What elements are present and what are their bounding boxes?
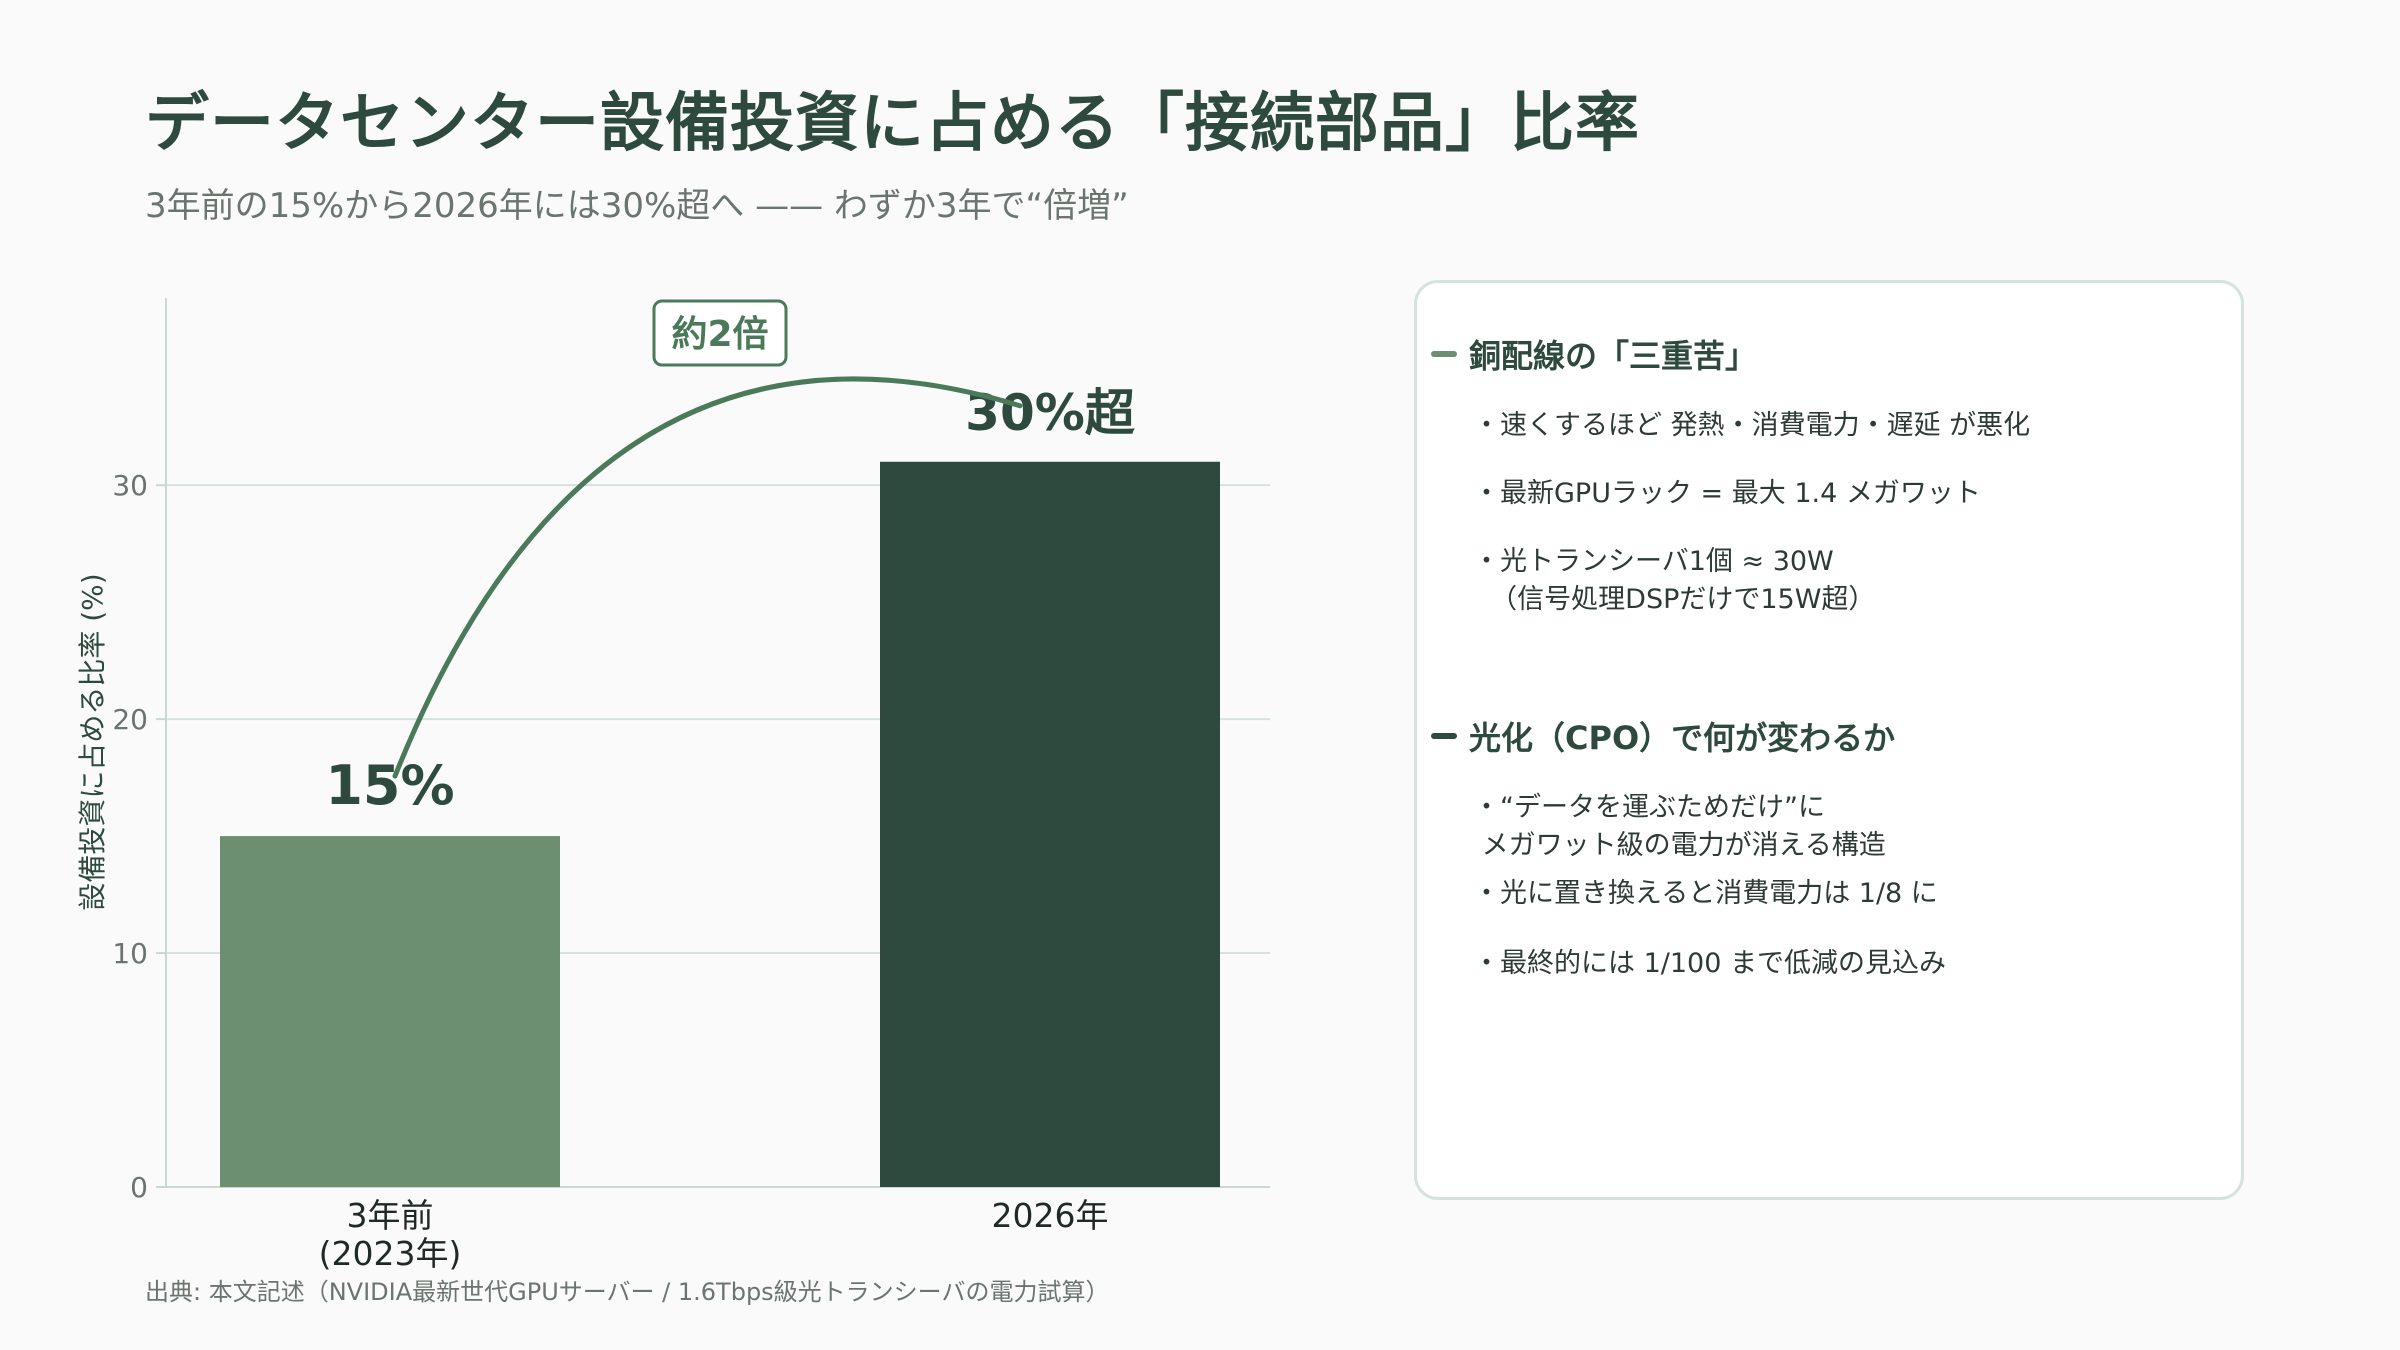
page-subtitle: 3年前の15%から2026年には30%超へ —— わずか3年で“倍増”	[145, 186, 1129, 226]
page-title: データセンター設備投資に占める「接続部品」比率	[145, 87, 1640, 161]
bar	[220, 836, 560, 1187]
x-tick-label: 2026年	[992, 1196, 1109, 1235]
y-tick-label: 10	[112, 937, 148, 970]
growth-arrow	[392, 376, 1023, 779]
section-cpo: 光化（CPO）で何が変わるか	[1431, 713, 1895, 759]
x-tick-label: 3年前	[347, 1196, 434, 1235]
y-tick-label: 0	[130, 1171, 148, 1204]
bullet-item: ・速くするほど 発熱・消費電力・遅延 が悪化	[1473, 410, 2031, 441]
bullet-item: ・光に置き換えると消費電力は 1/8 に	[1473, 878, 1938, 909]
section-accent-bar	[1431, 351, 1457, 357]
bar	[880, 461, 1220, 1187]
data-label: 30%超	[965, 384, 1136, 442]
x-tick-label: (2023年)	[319, 1234, 462, 1273]
bullet-item: ・光トランシーバ1個 ≈ 30W （信号処理DSPだけで15W超）	[1473, 546, 1876, 615]
annotation-box	[652, 299, 788, 367]
bullet-item: ・最新GPUラック = 最大 1.4 メガワット	[1473, 478, 1981, 509]
section-copper: 銅配線の「三重苦」	[1431, 331, 1757, 377]
section-accent-bar	[1431, 733, 1457, 739]
source-note: 出典: 本文記述（NVIDIA最新世代GPUサーバー / 1.6Tbps級光トラ…	[145, 1278, 1110, 1306]
y-axis-label: 設備投資に占める比率 (%)	[76, 573, 109, 910]
section-heading: 銅配線の「三重苦」	[1431, 331, 1757, 377]
section-heading-label: 光化（CPO）で何が変わるか	[1469, 719, 1896, 757]
y-tick-label: 30	[112, 469, 148, 502]
section-heading: 光化（CPO）で何が変わるか	[1431, 713, 1895, 759]
info-panel: 銅配線の「三重苦」 ・速くするほど 発熱・消費電力・遅延 が悪化 ・最新GPUラ…	[1414, 280, 2244, 1200]
annotation-label: 約2倍	[671, 314, 768, 355]
y-tick-label: 20	[112, 703, 148, 736]
bar-chart: 0 10 20 30 設備投資に占める比率 (%) 3年前(2023年) 2026年 15% 3…	[76, 298, 1270, 1273]
bullet-item: ・最終的には 1/100 まで低減の見込み	[1473, 948, 1946, 979]
data-label: 15%	[325, 754, 454, 817]
section-heading-label: 銅配線の「三重苦」	[1469, 337, 1758, 375]
bullet-item: ・“データを運ぶためだけ”に メガワット級の電力が消える構造	[1473, 792, 1886, 861]
